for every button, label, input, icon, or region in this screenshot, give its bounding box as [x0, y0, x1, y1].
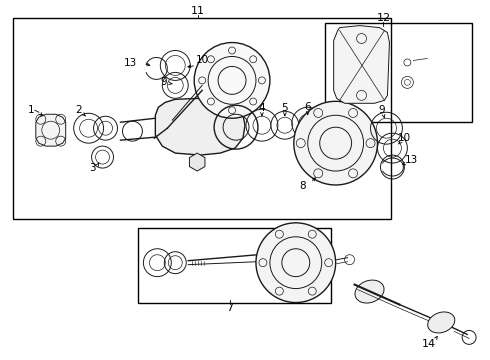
Text: 14: 14 [422, 339, 437, 349]
Polygon shape [334, 26, 390, 103]
Text: 2: 2 [75, 105, 82, 115]
Text: 10: 10 [398, 133, 411, 143]
Polygon shape [155, 98, 245, 155]
Text: 11: 11 [191, 6, 205, 15]
Text: 1: 1 [27, 105, 34, 115]
Circle shape [256, 223, 336, 302]
Ellipse shape [355, 280, 384, 303]
Text: 13: 13 [405, 155, 418, 165]
Bar [138, 228, 331, 302]
Text: 12: 12 [376, 13, 391, 23]
Text: 9: 9 [160, 77, 167, 87]
Text: 6: 6 [304, 102, 311, 112]
Polygon shape [190, 153, 205, 171]
Circle shape [194, 42, 270, 118]
Text: 10: 10 [196, 55, 209, 66]
Polygon shape [36, 114, 66, 146]
Text: 13: 13 [124, 58, 137, 68]
Text: 9: 9 [378, 105, 385, 115]
Bar [325, 23, 472, 122]
Text: 4: 4 [259, 103, 265, 113]
Circle shape [294, 101, 377, 185]
Ellipse shape [428, 312, 455, 333]
Text: 3: 3 [89, 163, 96, 173]
Text: 7: 7 [226, 302, 234, 312]
Bar [13, 18, 392, 219]
Text: 5: 5 [282, 103, 288, 113]
Text: 8: 8 [299, 181, 306, 191]
